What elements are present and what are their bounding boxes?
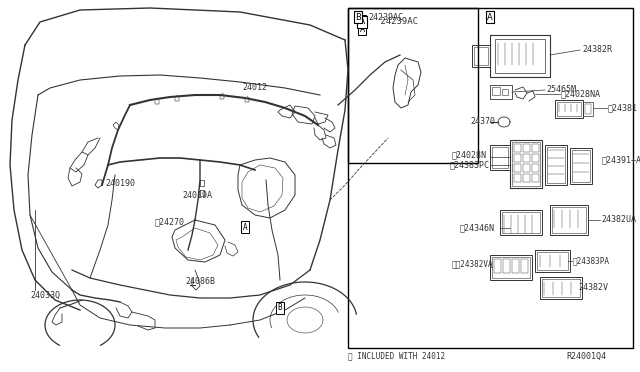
Bar	[514, 164, 521, 172]
Text: 24382R: 24382R	[582, 45, 612, 55]
Text: 24019A: 24019A	[182, 192, 212, 201]
Text: R24001Q4: R24001Q4	[566, 352, 606, 360]
Bar	[585, 104, 591, 114]
Text: ※※24382VA: ※※24382VA	[452, 260, 493, 269]
Bar	[494, 259, 501, 273]
Bar	[552, 207, 586, 233]
Bar	[545, 145, 567, 185]
Text: B: B	[355, 13, 361, 22]
Bar	[532, 154, 539, 162]
Text: ※24270: ※24270	[155, 218, 185, 227]
Text: B: B	[360, 16, 365, 26]
Bar	[583, 102, 593, 116]
Bar	[555, 100, 583, 118]
Bar	[532, 164, 539, 172]
Text: 24382UA: 24382UA	[601, 215, 636, 224]
Text: ※24391+A: ※24391+A	[602, 155, 640, 164]
Text: 24239AC: 24239AC	[375, 16, 418, 26]
Text: A: A	[359, 17, 365, 26]
Bar	[550, 205, 588, 235]
Bar	[490, 145, 510, 170]
Bar	[532, 174, 539, 182]
Text: A: A	[487, 13, 493, 22]
Text: 24012: 24012	[242, 83, 267, 93]
Text: ※ INCLUDED WITH 24012: ※ INCLUDED WITH 24012	[348, 352, 445, 360]
Bar	[472, 45, 490, 67]
Text: 24382V: 24382V	[578, 283, 608, 292]
Bar	[492, 257, 530, 278]
Text: 24370: 24370	[470, 118, 495, 126]
Text: ※24346N: ※24346N	[460, 224, 495, 232]
Bar	[474, 47, 488, 65]
Text: 24086B: 24086B	[185, 278, 215, 286]
Bar	[492, 147, 508, 168]
Text: ※24028N: ※24028N	[452, 151, 487, 160]
Bar	[495, 39, 545, 73]
Bar	[547, 147, 565, 183]
Bar	[500, 210, 542, 235]
Bar	[490, 255, 532, 280]
Text: ※24381: ※24381	[608, 103, 638, 112]
Bar	[514, 144, 521, 152]
Text: ※24028NA: ※24028NA	[561, 90, 601, 99]
Bar	[512, 259, 519, 273]
Bar	[503, 259, 510, 273]
Bar	[537, 252, 568, 270]
Text: B: B	[278, 304, 282, 312]
Bar	[502, 89, 508, 95]
Text: 240190: 240190	[105, 179, 135, 187]
Text: A: A	[243, 222, 247, 231]
Bar	[490, 35, 550, 77]
Bar	[348, 8, 478, 163]
Bar	[570, 148, 592, 184]
Text: 24239AC: 24239AC	[368, 13, 403, 22]
Bar	[535, 250, 570, 272]
Text: A: A	[360, 25, 365, 33]
Bar	[557, 102, 581, 116]
Bar	[514, 154, 521, 162]
Text: 24033Q: 24033Q	[30, 291, 60, 299]
Bar	[510, 140, 542, 188]
Text: ※24383PC: ※24383PC	[450, 160, 490, 170]
Bar	[521, 259, 528, 273]
Bar	[542, 279, 580, 297]
Bar	[523, 164, 530, 172]
Bar	[490, 85, 512, 99]
Bar	[502, 212, 540, 233]
Text: 25465M: 25465M	[546, 86, 576, 94]
Bar	[572, 150, 590, 182]
Bar	[523, 154, 530, 162]
Bar	[532, 144, 539, 152]
Bar	[512, 142, 540, 186]
Text: ※24383PA: ※24383PA	[573, 257, 610, 266]
Bar	[523, 174, 530, 182]
Bar	[492, 87, 500, 95]
Bar	[540, 277, 582, 299]
Bar	[348, 8, 633, 348]
Bar	[523, 144, 530, 152]
Bar	[514, 174, 521, 182]
